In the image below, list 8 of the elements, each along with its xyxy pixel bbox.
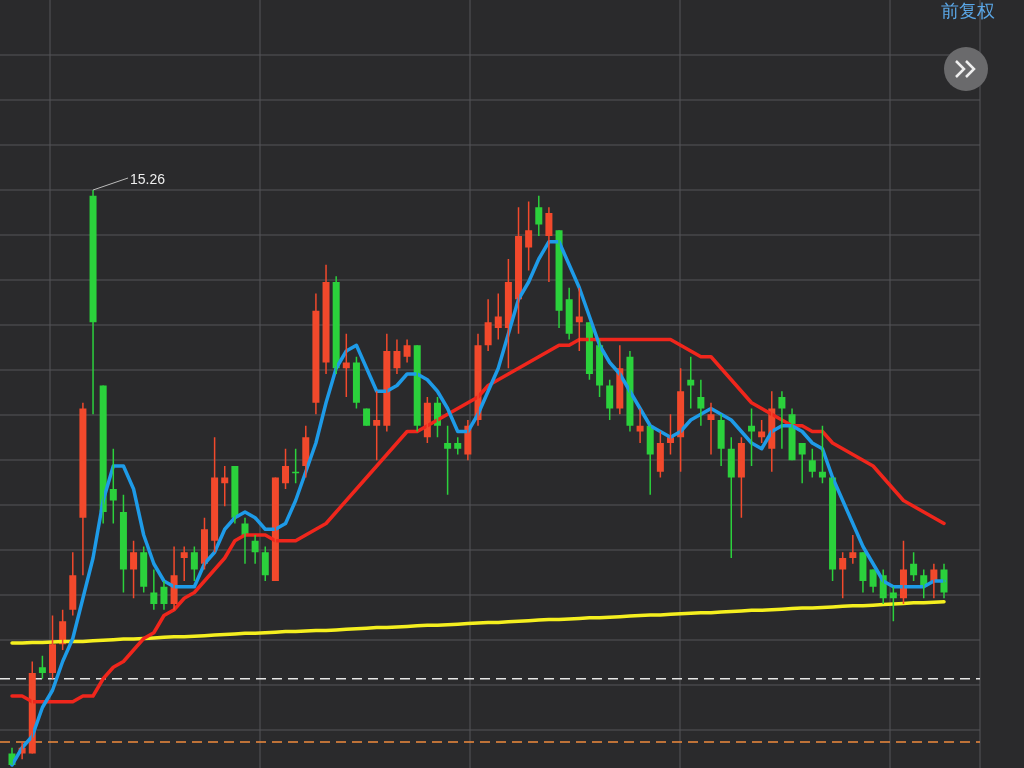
- candlestick: [687, 356, 695, 410]
- candlestick: [818, 425, 826, 484]
- candlestick: [444, 425, 452, 496]
- text: 前复权: [941, 0, 995, 21]
- candlestick: [373, 390, 381, 461]
- candlestick: [748, 407, 756, 467]
- candlestick: [38, 655, 46, 680]
- text: 15.26: [130, 171, 166, 187]
